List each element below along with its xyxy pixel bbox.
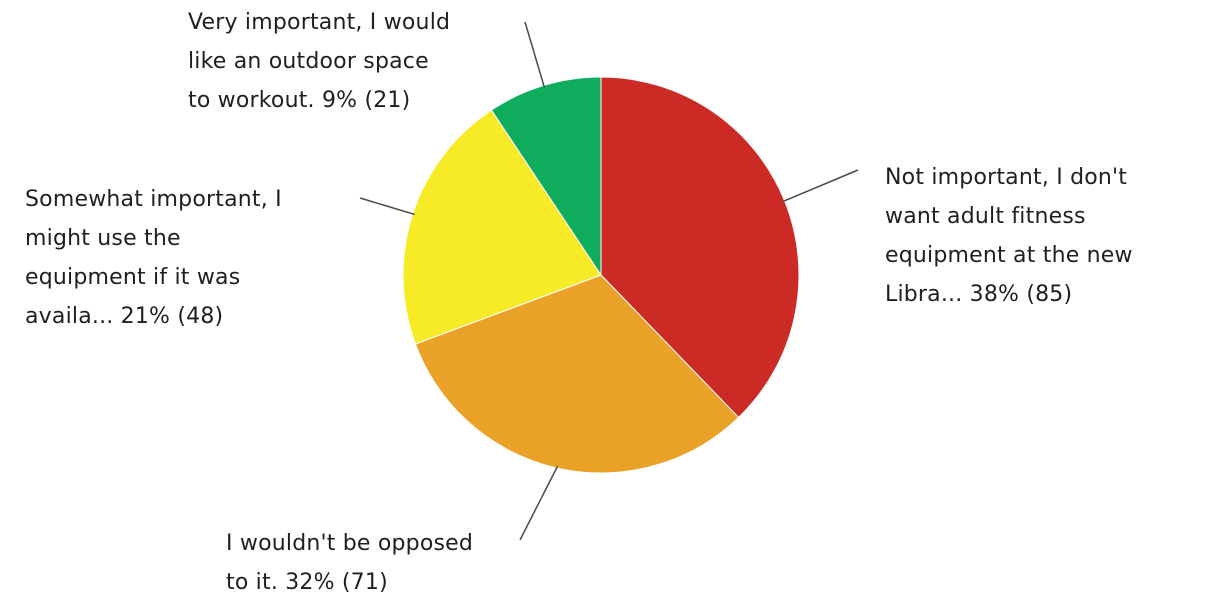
leader-line-somewhat-important	[359, 197, 415, 216]
slice-label-somewhat-important: Somewhat important, I might use the equi…	[25, 187, 282, 329]
slice-label-not-important: Not important, I don't want adult fitnes…	[885, 165, 1133, 307]
leader-line-very-important	[524, 21, 546, 88]
leader-line-not-opposed	[519, 465, 559, 541]
slice-label-not-opposed: I wouldn't be opposed to it. 32% (71)	[226, 531, 474, 593]
slice-label-very-important: Very important, I would like an outdoor …	[188, 10, 451, 113]
leader-line-not-important	[782, 169, 859, 203]
